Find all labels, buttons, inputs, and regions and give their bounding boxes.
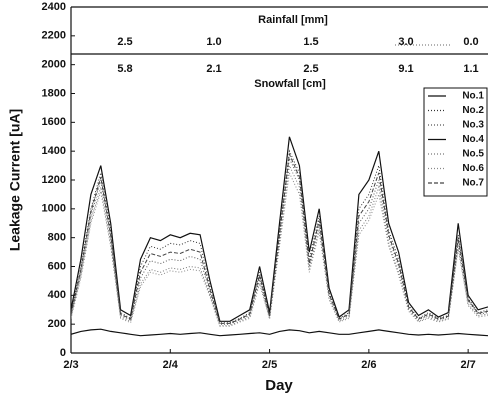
y-tick-label: 1200 bbox=[42, 174, 66, 186]
x-axis-title: Day bbox=[265, 377, 293, 394]
rainfall-label: 0.0 bbox=[463, 36, 478, 48]
snowfall-label: 2.1 bbox=[206, 63, 221, 75]
x-tick-label: 2/4 bbox=[163, 359, 179, 371]
rainfall-title: Rainfall [mm] bbox=[258, 14, 328, 26]
legend-box bbox=[423, 87, 488, 197]
y-tick-label: 2400 bbox=[42, 1, 66, 13]
snowfall-label: 5.8 bbox=[117, 63, 132, 75]
y-tick-label: 1600 bbox=[42, 116, 66, 128]
series-line bbox=[71, 328, 488, 337]
rainfall-label: 1.5 bbox=[303, 36, 318, 48]
legend-label: No.1 bbox=[462, 91, 484, 102]
series-line bbox=[71, 171, 488, 327]
legend-label: No.3 bbox=[462, 120, 484, 131]
legend-label: No.7 bbox=[462, 178, 484, 189]
snowfall-label: 1.1 bbox=[463, 63, 478, 75]
rainfall-label: 2.5 bbox=[117, 36, 132, 48]
legend-label: No.4 bbox=[462, 134, 484, 145]
snowfall-title: Snowfall [cm] bbox=[254, 78, 326, 90]
snowfall-label: 9.1 bbox=[398, 63, 413, 75]
y-tick-label: 1800 bbox=[42, 87, 66, 99]
legend-label: No.2 bbox=[462, 105, 484, 116]
y-tick-label: 1400 bbox=[42, 145, 66, 157]
rainfall-label: 3.0 bbox=[398, 36, 413, 48]
x-tick-label: 2/7 bbox=[460, 359, 475, 371]
legend-label: No.6 bbox=[462, 163, 484, 174]
series-line bbox=[71, 136, 488, 322]
y-tick-label: 400 bbox=[48, 289, 66, 301]
snowfall-label: 2.5 bbox=[303, 63, 318, 75]
y-tick-label: 800 bbox=[48, 232, 66, 244]
y-axis-title: Leakage Current [uA] bbox=[7, 109, 23, 251]
y-tick-label: 200 bbox=[48, 318, 66, 330]
legend-label: No.5 bbox=[462, 149, 484, 160]
x-tick-label: 2/3 bbox=[63, 359, 78, 371]
series-line bbox=[71, 149, 488, 324]
x-tick-label: 2/6 bbox=[361, 359, 376, 371]
y-tick-label: 600 bbox=[48, 260, 66, 272]
y-tick-label: 2200 bbox=[42, 30, 66, 42]
plot-area bbox=[71, 136, 488, 337]
y-tick-label: 1000 bbox=[42, 203, 66, 215]
series-line bbox=[71, 152, 488, 324]
y-tick-label: 0 bbox=[60, 347, 66, 359]
rainfall-label: 1.0 bbox=[206, 36, 221, 48]
y-tick-label: 2000 bbox=[42, 59, 66, 71]
x-tick-label: 2/5 bbox=[262, 359, 277, 371]
